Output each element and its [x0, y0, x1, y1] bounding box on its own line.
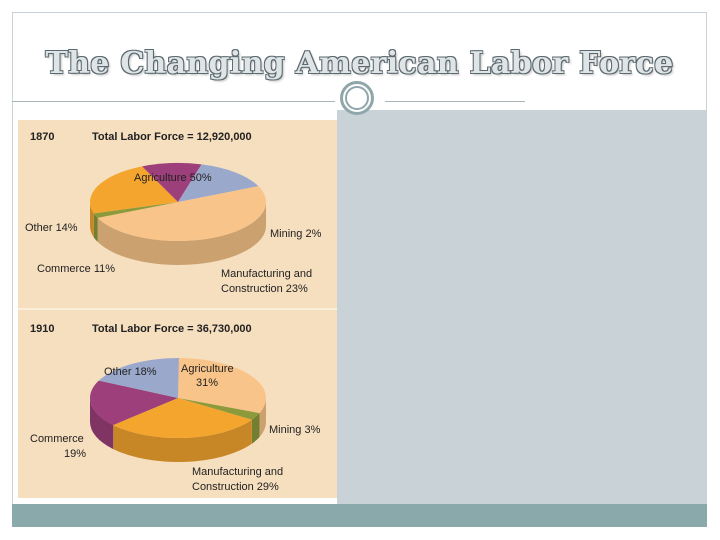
pie-side-agriculture — [97, 202, 267, 265]
chart-title: Total Labor Force = 12,920,000 — [92, 131, 252, 143]
pie-slice-agriculture — [178, 358, 267, 414]
slice-label-manufacturing-line1: Manufacturing and — [192, 466, 283, 478]
title-rule-right — [385, 101, 525, 102]
pie-chart-1910: 1910 Total Labor Force = 36,730,000 Agri… — [30, 323, 321, 493]
pie-slice-other — [98, 358, 179, 398]
pie-slice-commerce — [142, 163, 202, 202]
slice-label-agriculture-line2: 31% — [196, 377, 218, 389]
title-band: The Changing American Labor Force — [12, 12, 707, 102]
pie-chart-1870: 1870 Total Labor Force = 12,920,000 Agri… — [25, 131, 322, 295]
pie-body — [89, 163, 267, 265]
slice-label-manufacturing-line2: Construction 29% — [192, 481, 279, 493]
right-content-panel — [337, 110, 707, 504]
slice-label-other: Other 14% — [25, 222, 78, 234]
pie-slice-other — [178, 164, 259, 202]
slice-label-commerce-line1: Commerce — [30, 433, 84, 445]
slice-label-manufacturing-line1: Manufacturing and — [221, 268, 312, 280]
pie-side-agriculture — [259, 398, 267, 438]
slice-label-other: Other 18% — [104, 366, 157, 378]
pie-slice-commerce — [89, 380, 178, 426]
chart-title: Total Labor Force = 36,730,000 — [92, 323, 252, 335]
slide-title: The Changing American Labor Force — [45, 46, 674, 81]
pie-side-mining — [251, 413, 260, 444]
pie-slice-manufacturing — [89, 166, 178, 214]
chart-year: 1910 — [30, 323, 54, 335]
title-rule-left — [12, 101, 335, 102]
slice-label-commerce-line2: 19% — [64, 448, 86, 460]
pie-slice-mining — [178, 398, 260, 420]
slice-label-agriculture-line1: Agriculture — [181, 363, 234, 375]
slice-label-commerce: Commerce 11% — [37, 263, 115, 275]
pie-side-manufacturing — [113, 419, 252, 462]
slice-label-manufacturing-line2: Construction 23% — [221, 283, 308, 295]
pie-side-manufacturing — [89, 202, 94, 238]
slice-label-mining: Mining 3% — [269, 424, 321, 436]
chart-year: 1870 — [30, 131, 54, 143]
pie-slice-mining — [93, 202, 178, 218]
pie-side-mining — [93, 213, 98, 242]
chart-divider — [18, 308, 337, 310]
slice-label-agriculture: Agriculture 50% — [134, 172, 212, 184]
slice-label-mining: Mining 2% — [270, 228, 322, 240]
pie-slice-manufacturing — [113, 398, 252, 439]
bottom-bar — [12, 504, 707, 527]
pie-side-commerce — [90, 398, 114, 450]
pie-slice-agriculture — [97, 186, 267, 241]
decorative-circle-icon — [340, 81, 374, 115]
pie-body — [89, 358, 267, 462]
